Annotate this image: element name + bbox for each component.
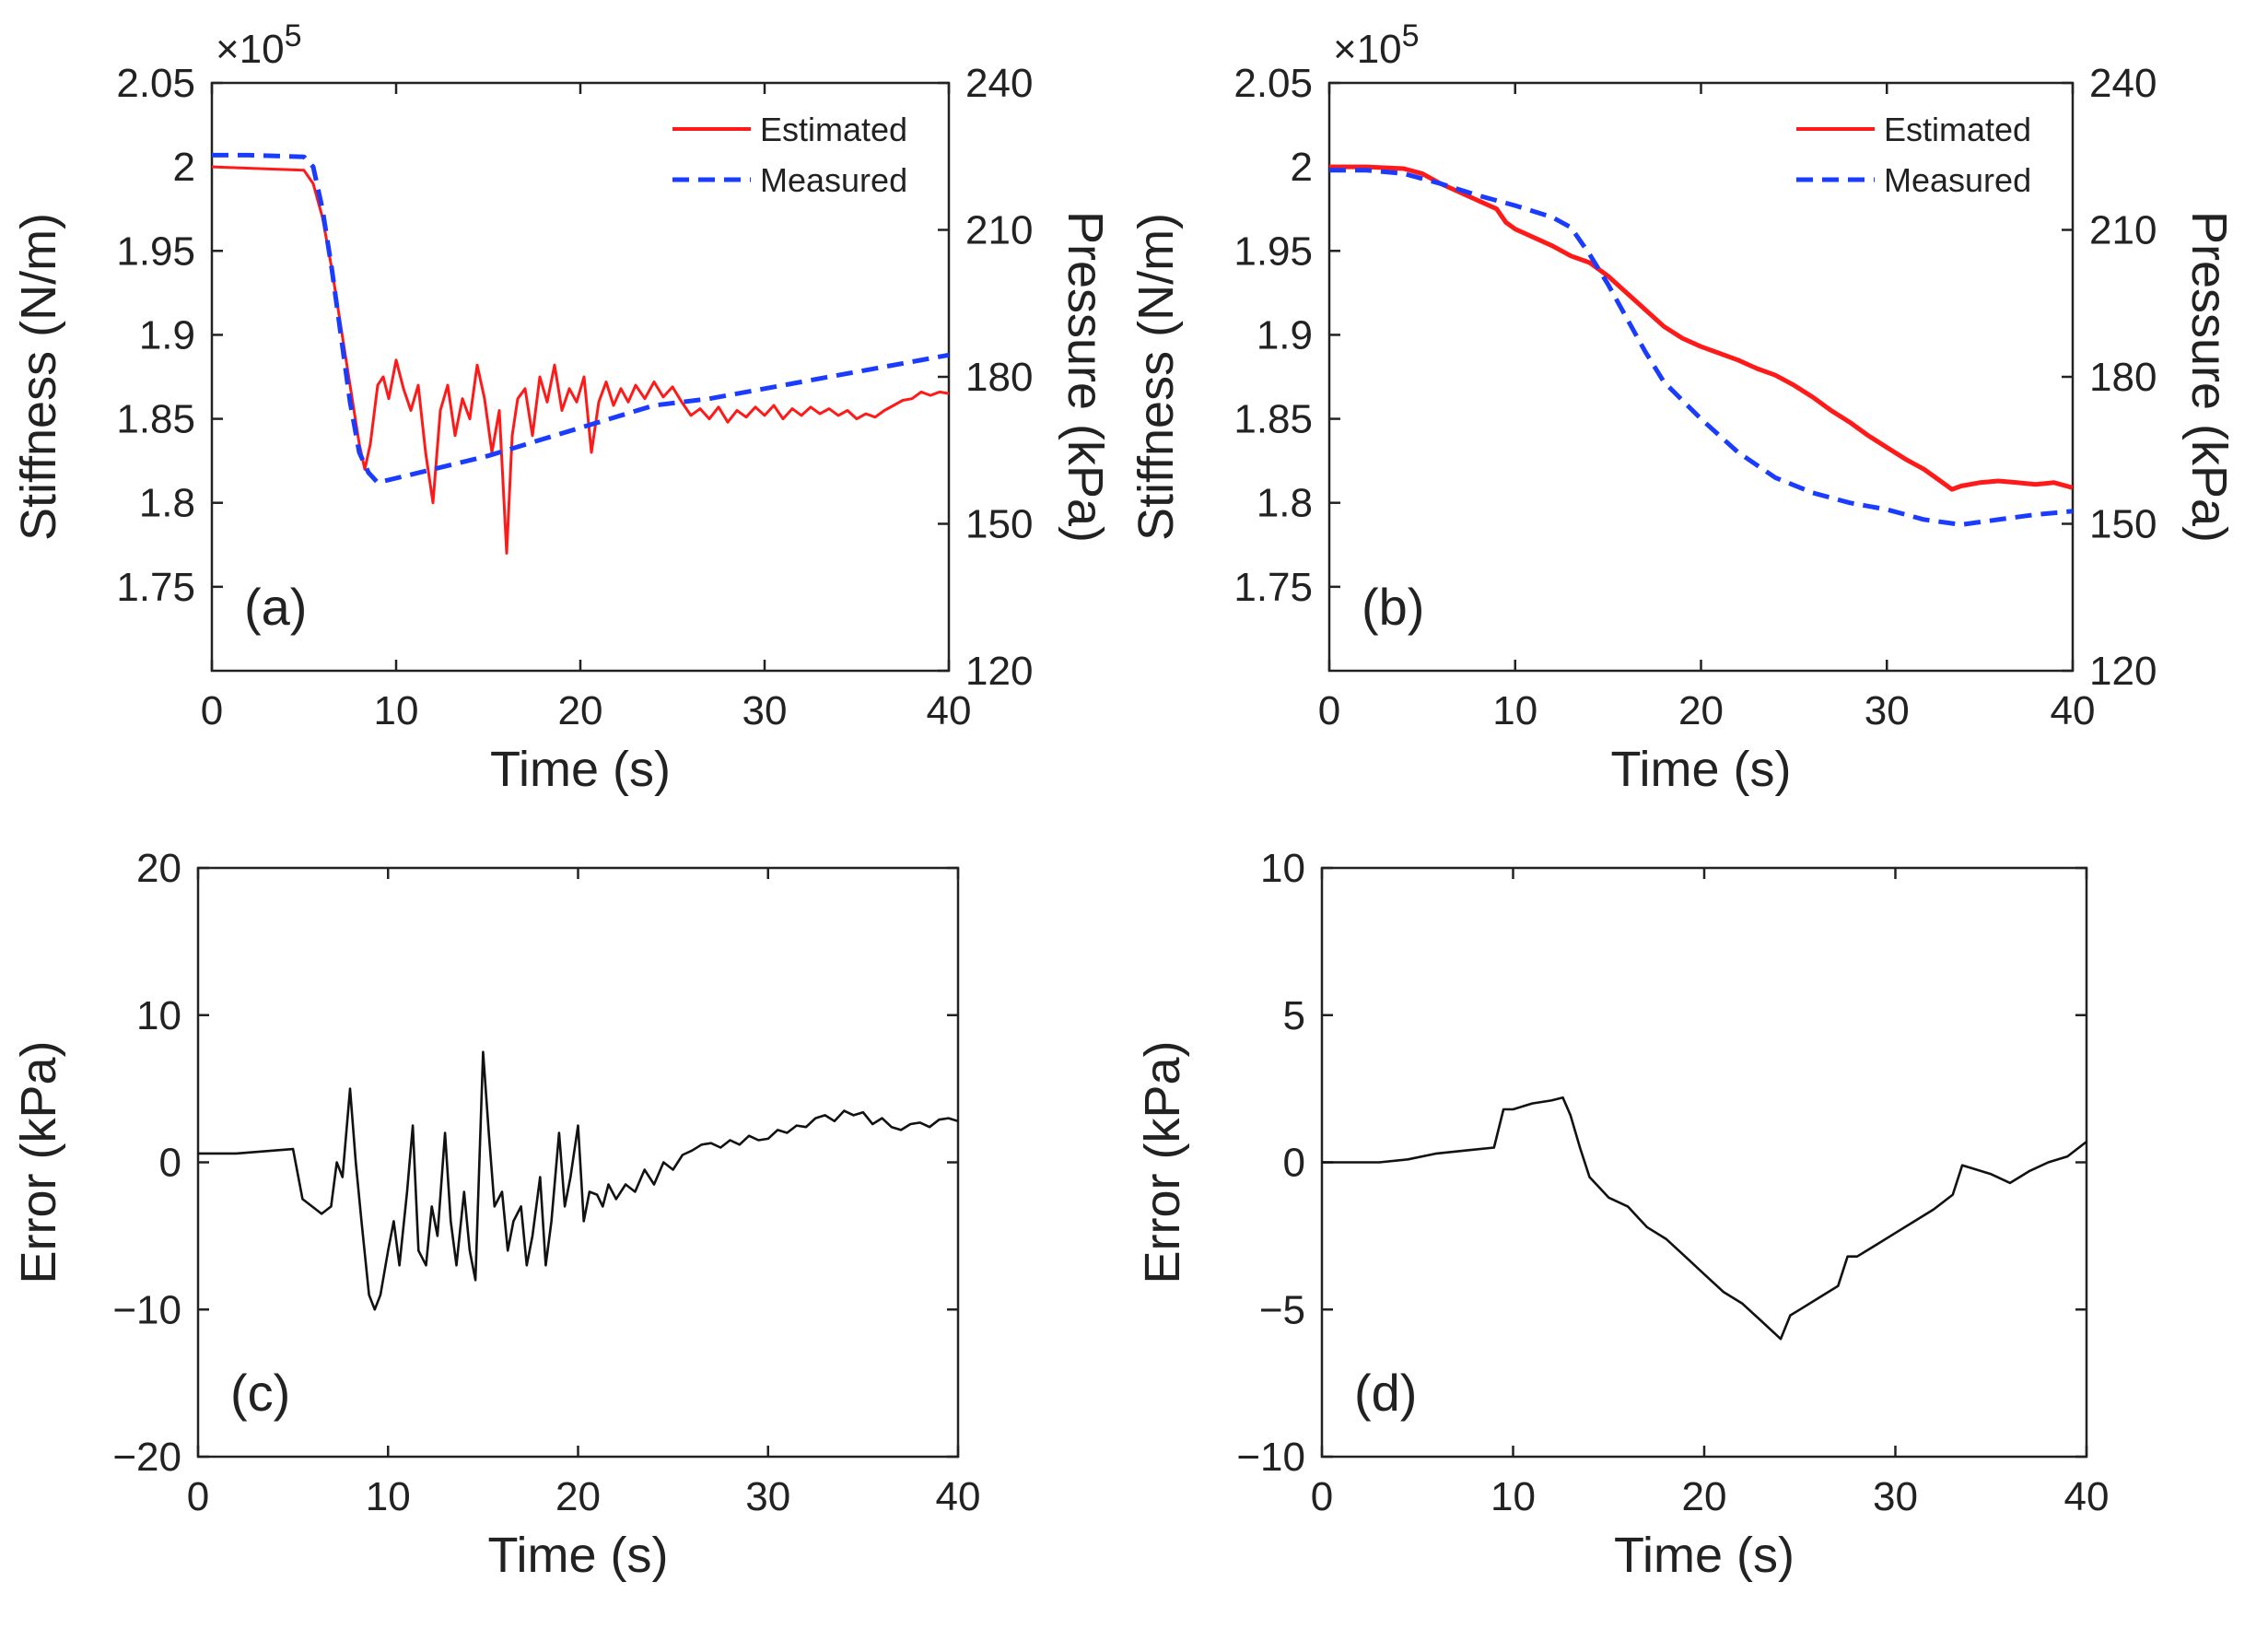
y-tick-label: 1.75 [116,565,195,610]
y-tick-label: 1.9 [1257,312,1313,357]
legend-label-measured: Measured [760,161,907,199]
y-tick-label: 2.05 [116,61,195,106]
y-axis-label: Stiffness (N/m) [11,213,66,541]
panel-a: 0 10 20 30 40 2.05 2 1.95 1.9 1.85 1.8 1.75 240 210 18… [11,18,1113,797]
axis-exponent-power: 5 [285,18,302,53]
x-tick-label: 30 [1873,1474,1918,1519]
x-tick-label: 10 [366,1474,411,1519]
y-right-tick-label: 180 [965,355,1033,400]
legend-a: Estimated Measured [672,111,907,199]
y-tick-label: 5 [1283,993,1305,1038]
x-tick-label: 0 [1318,688,1340,733]
x-tick-label: 10 [1492,688,1537,733]
legend-label-measured: Measured [1884,161,2031,199]
y-right-tick-label: 240 [2089,61,2157,106]
panel-d: 0 10 20 30 40 10 5 0 −5 −10 Time (s) Error (kPa) (d) [1135,846,2109,1583]
legend-label-estimated: Estimated [760,111,907,148]
y-right-axis-label: Pressure (kPa) [2181,211,2237,543]
y-right-tick-label: 120 [2089,649,2157,694]
x-tick-label: 30 [745,1474,790,1519]
panel-label-d: (d) [1354,1364,1417,1422]
series-line-estimated-b [1329,164,2073,492]
y-tick-label: 1.85 [116,397,195,442]
series-line-measured-b [1329,168,2073,527]
y-tick-label: 2.05 [1233,61,1313,106]
axis-exponent-power: 5 [1402,18,1420,53]
y-tick-label: 0 [1283,1141,1305,1186]
x-axis-label: Time (s) [490,742,671,797]
x-tick-label: 40 [936,1474,981,1519]
x-tick-label: 20 [555,1474,601,1519]
y-axis-label: Stiffness (N/m) [1128,213,1184,541]
panel-label-b: (b) [1362,578,1424,636]
y-tick-label: 10 [136,993,181,1038]
legend-label-estimated: Estimated [1884,111,2031,148]
y-tick-label: 10 [1260,846,1305,891]
x-tick-label: 0 [187,1474,209,1519]
x-tick-label: 10 [374,688,419,733]
axes-frame-d [1320,866,2088,1459]
y-tick-label: −20 [112,1435,181,1480]
y-tick-label: 1.75 [1233,565,1313,610]
series-line-error-d [1322,1096,2087,1341]
y-tick-label: −10 [112,1287,181,1332]
y-tick-label: −5 [1259,1287,1305,1332]
y-tick-label: 1.95 [1233,229,1313,274]
axis-exponent-label: ×105 [216,18,302,72]
panel-label-c: (c) [230,1364,290,1422]
x-tick-label: 0 [201,688,223,733]
y-right-tick-label: 150 [2089,502,2157,547]
y-right-tick-label: 210 [965,208,1033,253]
x-tick-label: 40 [927,688,972,733]
series-line-estimated-a [212,165,949,555]
x-tick-label: 30 [1865,688,1910,733]
x-tick-label: 20 [558,688,603,733]
y-tick-label: 1.95 [116,229,195,274]
axes-frame-c [196,866,960,1459]
x-axis-label: Time (s) [1611,742,1792,797]
y-axis-label: Error (kPa) [1135,1040,1190,1283]
y-right-tick-label: 240 [965,61,1033,106]
x-tick-label: 20 [1682,1474,1727,1519]
panel-c: 0 10 20 30 40 20 10 0 −10 −20 Time (s) Error (kPa) (… [11,846,980,1583]
y-tick-label: 1.9 [139,312,195,357]
x-tick-label: 40 [2051,688,2096,733]
x-tick-label: 10 [1491,1474,1536,1519]
legend-b: Estimated Measured [1796,111,2031,199]
series-line-error-c [198,1050,958,1311]
x-tick-label: 20 [1678,688,1724,733]
y-right-tick-label: 180 [2089,355,2157,400]
x-tick-label: 0 [1311,1474,1333,1519]
y-right-tick-label: 210 [2089,208,2157,253]
x-axis-label: Time (s) [488,1528,669,1583]
y-tick-label: 1.8 [1257,481,1313,526]
y-right-tick-label: 150 [965,502,1033,547]
y-tick-label: 1.85 [1233,397,1313,442]
y-tick-label: 2 [1291,145,1313,190]
panel-b: 0 10 20 30 40 2.05 2 1.95 1.9 1.85 1.8 1.75 240 210 18… [1128,18,2237,797]
x-tick-label: 30 [742,688,788,733]
y-tick-label: 0 [159,1141,181,1186]
series-line-measured-a [212,152,949,486]
y-tick-label: −10 [1236,1435,1305,1480]
y-right-axis-label: Pressure (kPa) [1058,211,1113,543]
y-tick-label: 1.8 [139,481,195,526]
y-axis-label: Error (kPa) [11,1040,66,1283]
panel-label-a: (a) [244,578,307,636]
y-tick-label: 2 [173,145,195,190]
x-axis-label: Time (s) [1614,1528,1795,1583]
axis-exponent-label: ×105 [1333,18,1420,72]
y-right-tick-label: 120 [965,649,1033,694]
y-tick-label: 20 [136,846,181,891]
x-tick-label: 40 [2064,1474,2110,1519]
